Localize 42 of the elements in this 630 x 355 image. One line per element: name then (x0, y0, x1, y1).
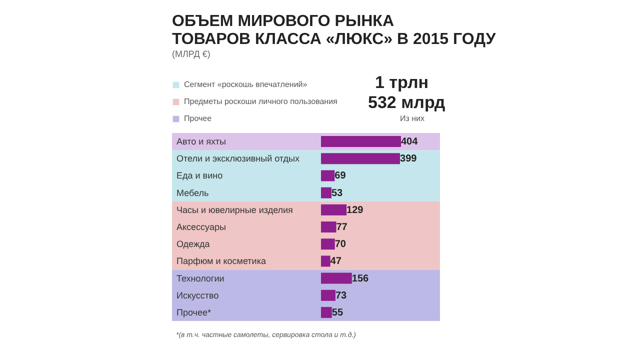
bar (321, 238, 335, 250)
data-label: 53 (331, 188, 344, 199)
legend-label: Предметы роскоши личного пользования (184, 97, 338, 106)
y-tick-label: Еда и вино (176, 170, 223, 181)
bar (321, 306, 332, 318)
bar (321, 256, 330, 267)
y-tick-label: Искусство (176, 290, 219, 300)
y-tick-label: Отели и эксклюзивный отдых (176, 154, 300, 164)
y-tick-label: Парфюм и косметика (176, 256, 266, 266)
data-label: 129 (346, 204, 364, 216)
y-tick-label: Часы и ювелирные изделия (176, 204, 294, 215)
data-label: 404 (401, 136, 418, 148)
legend-label: Сегмент «роскошь впечатлений» (184, 80, 308, 89)
text: 1 трлн (375, 73, 429, 92)
y-tick-label: Авто и яхты (176, 136, 226, 147)
bar (321, 170, 335, 182)
data-label: 70 (334, 239, 346, 250)
data-label: 399 (400, 154, 418, 165)
y-tick-label: Одежда (176, 239, 210, 250)
data-label: 77 (336, 222, 348, 233)
text: (МЛРД €) (172, 49, 210, 59)
data-label: 69 (334, 170, 346, 182)
y-tick-label: Технологии (176, 273, 224, 284)
text: ОБЪЕМ МИРОВОГО РЫНКА (172, 13, 394, 30)
data-label: 47 (330, 256, 342, 268)
legend-label: Прочее (184, 114, 212, 123)
bar (321, 187, 332, 198)
data-label: 55 (332, 307, 344, 318)
bar (321, 204, 347, 216)
y-tick-label: Мебель (176, 188, 210, 198)
bar (321, 222, 336, 232)
bar (321, 136, 401, 148)
bar (321, 272, 352, 284)
data-label: 73 (335, 290, 348, 302)
text: Из них (400, 114, 425, 123)
text: 532 млрд (368, 93, 446, 112)
bar (321, 290, 336, 301)
y-tick-label: Аксессуары (176, 222, 226, 232)
bar (321, 153, 400, 164)
data-label: 156 (352, 273, 370, 284)
text: ТОВАРОВ КЛАССА «ЛЮКС» В 2015 ГОДУ (172, 31, 496, 48)
y-tick-label: Прочее* (176, 307, 212, 318)
